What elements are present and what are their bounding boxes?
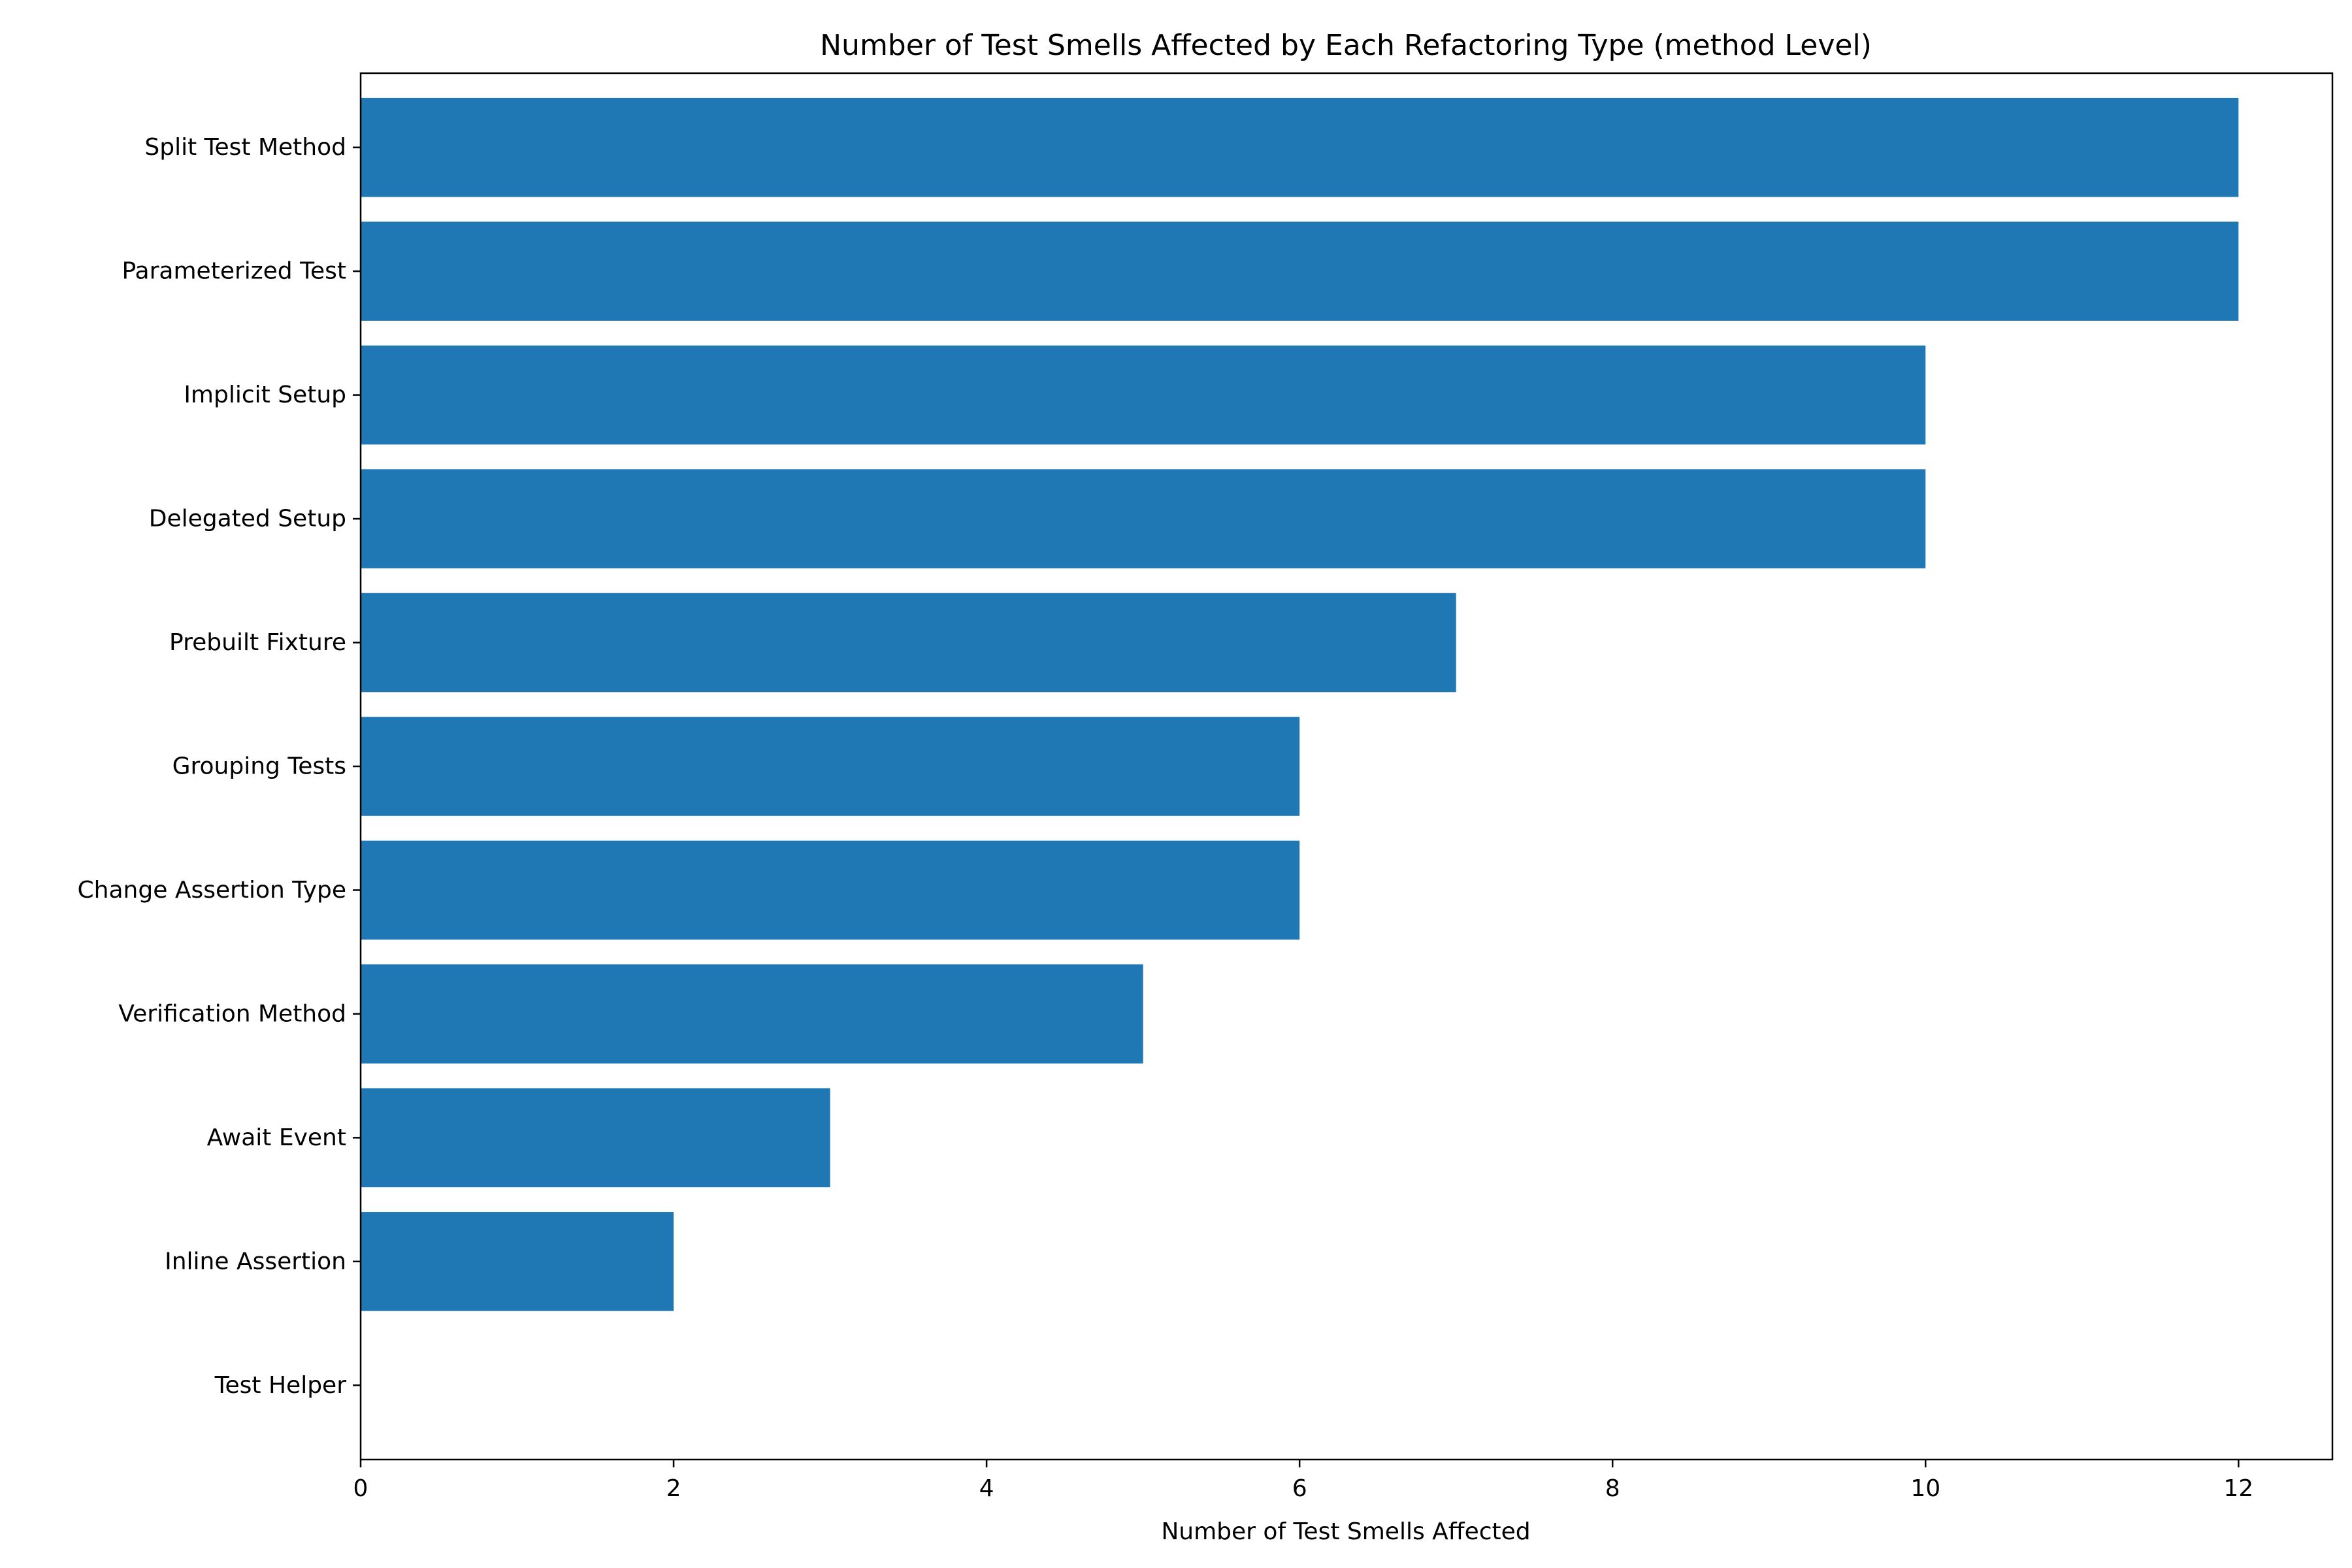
y-tick-label: Prebuilt Fixture — [169, 629, 346, 656]
y-tick-label: Split Test Method — [144, 134, 346, 161]
y-tick-label: Implicit Setup — [184, 382, 346, 408]
bar-delegated-setup — [361, 469, 1926, 568]
bar-change-assertion-type — [361, 840, 1300, 940]
y-tick-label: Verification Method — [118, 1000, 346, 1027]
x-tick-label: 0 — [353, 1475, 368, 1502]
plot-frame — [359, 72, 2334, 1461]
y-tick-label: Parameterized Test — [122, 258, 346, 285]
y-tick-label: Test Helper — [214, 1372, 347, 1399]
x-axis-label: Number of Test Smells Affected — [1161, 1518, 1530, 1545]
y-tick-label: Change Assertion Type — [78, 877, 346, 904]
x-tick-label: 6 — [1292, 1475, 1307, 1502]
bar-verification-method — [361, 964, 1143, 1064]
bar-grouping-tests — [361, 717, 1300, 816]
bar-prebuilt-fixture — [361, 593, 1456, 693]
x-tick-label: 4 — [979, 1475, 994, 1502]
x-tick-label: 2 — [666, 1475, 681, 1502]
bar-inline-assertion — [361, 1212, 674, 1311]
bars-group — [361, 97, 2239, 1311]
y-tick-label: Await Event — [207, 1124, 346, 1151]
bar-split-test-method — [361, 97, 2239, 197]
y-axis: Split Test Method Parameterized Test Impli… — [78, 134, 361, 1399]
x-axis: 0 2 4 6 8 10 12 — [353, 1460, 2253, 1502]
y-tick-label: Delegated Setup — [149, 506, 346, 532]
chart-title: Number of Test Smells Affected by Each R… — [820, 29, 1872, 62]
x-tick-label: 8 — [1605, 1475, 1620, 1502]
x-tick-label: 12 — [2223, 1475, 2253, 1502]
bar-await-event — [361, 1088, 830, 1188]
bar-parameterized-test — [361, 221, 2239, 321]
bar-implicit-setup — [361, 345, 1926, 445]
y-tick-label: Grouping Tests — [172, 753, 346, 780]
y-tick-label: Inline Assertion — [165, 1248, 346, 1275]
x-tick-label: 10 — [1910, 1475, 1940, 1502]
